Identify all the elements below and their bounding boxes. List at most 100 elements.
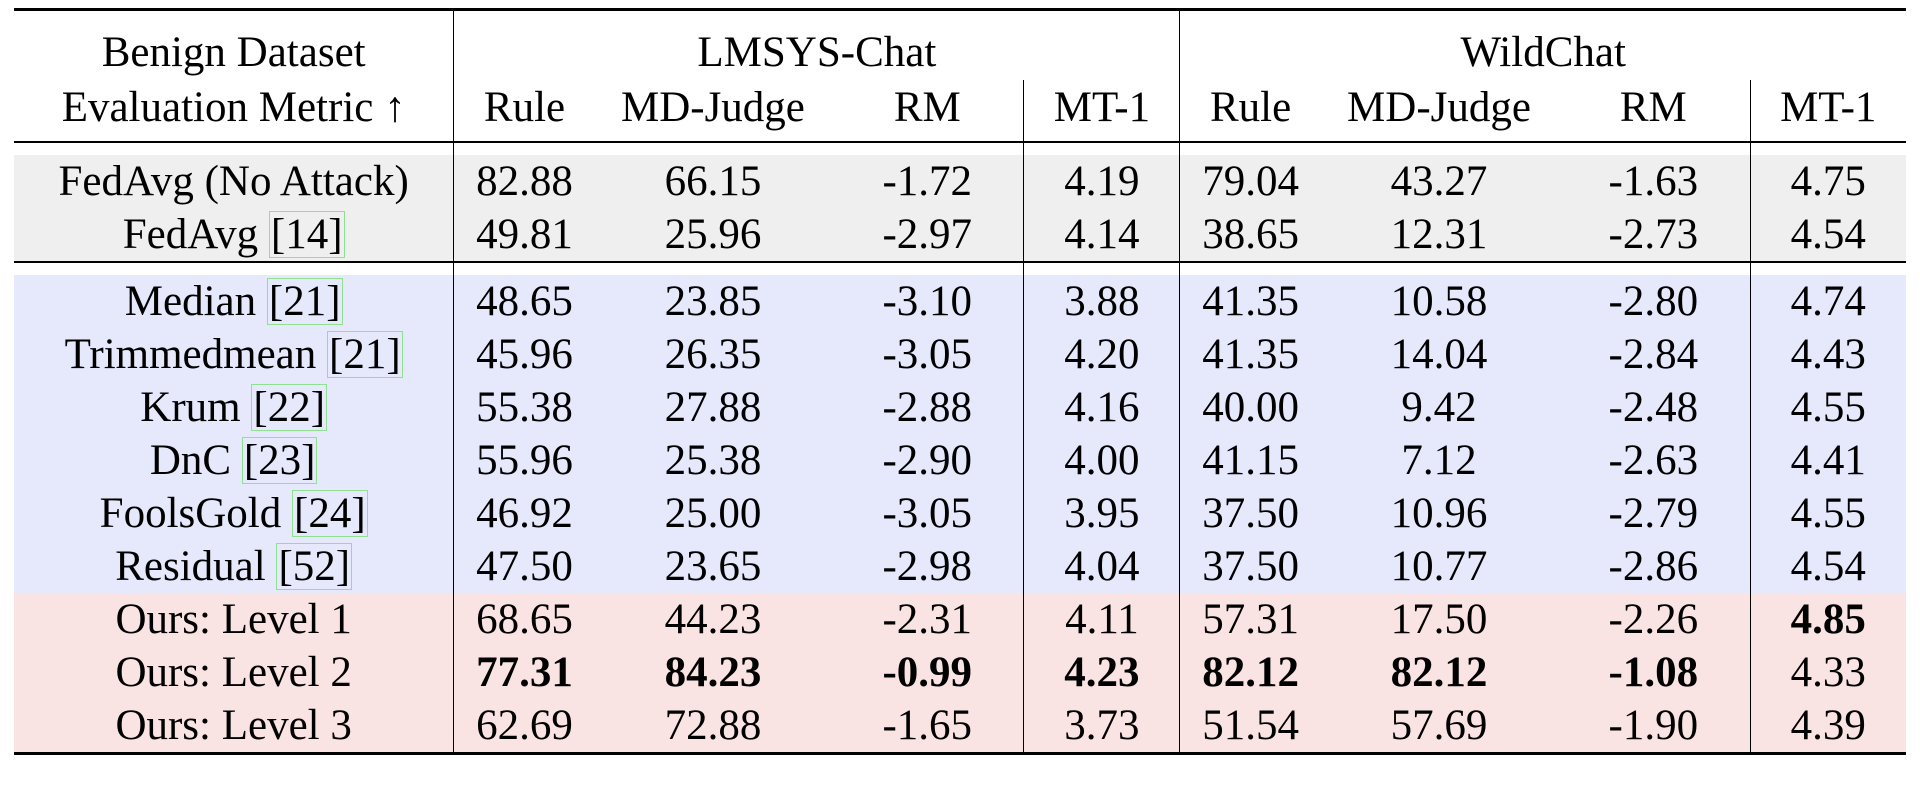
metric-value: 4.54 [1749,208,1906,262]
header-metric-rule: Rule [453,80,595,142]
metric-value: 4.33 [1749,646,1906,699]
results-table-wrapper: Benign Dataset LMSYS-Chat WildChat Evalu… [14,8,1906,755]
metric-value: 4.16 [1023,381,1180,434]
table-body: FedAvg (No Attack) 82.88 66.15 -1.72 4.19 79.… [14,141,1906,755]
metric-value: 41.35 [1179,328,1321,381]
metric-value: 37.50 [1179,540,1321,593]
method-name: FoolsGold [24] [14,487,454,540]
metric-value: 38.65 [1179,208,1321,262]
metric-value: 43.27 [1320,155,1558,208]
metric-value: -2.26 [1557,593,1751,646]
metric-value: 25.96 [594,208,832,262]
metric-value: 57.31 [1179,593,1321,646]
table-row: Residual [52] 47.50 23.65 -2.98 4.04 37.50 10.… [14,540,1906,593]
citation-link[interactable]: [24] [292,490,368,537]
method-label: Trimmedmean [64,331,328,378]
method-label: Ours: Level 2 [115,649,352,696]
metric-value: 3.95 [1023,487,1180,540]
method-name: Ours: Level 3 [14,699,454,755]
metric-value: -2.31 [831,593,1024,646]
metric-value: -2.90 [831,434,1024,487]
metric-value: 4.75 [1749,155,1906,208]
metric-value: 40.00 [1179,381,1321,434]
method-name: Median [21] [14,275,454,328]
method-label: DnC [149,437,242,484]
metric-value: 4.04 [1023,540,1180,593]
metric-value: 26.35 [594,328,832,381]
table-row: Ours: Level 3 62.69 72.88 -1.65 3.73 51.54 57.… [14,699,1906,755]
metric-value: 25.38 [594,434,832,487]
citation-link[interactable]: [14] [268,211,345,258]
citation-link[interactable]: [22] [251,384,328,431]
header-row-metrics: Evaluation Metric ↑ Rule MD-Judge RM MT-… [14,80,1906,142]
results-table: Benign Dataset LMSYS-Chat WildChat Evalu… [14,8,1906,755]
metric-value: 41.15 [1179,434,1321,487]
citation-link[interactable]: [23] [241,437,318,484]
table-row: DnC [23] 55.96 25.38 -2.90 4.00 41.15 7.12 -2.6… [14,434,1906,487]
metric-value: 72.88 [594,699,832,755]
method-name: FedAvg [14] [14,208,454,262]
metric-value: 4.54 [1749,540,1906,593]
metric-value: -3.05 [831,487,1024,540]
metric-value: 7.12 [1320,434,1558,487]
header-metric-mt1: MT-1 [1749,80,1906,142]
metric-value: 48.65 [453,275,595,328]
metric-value: 4.00 [1023,434,1180,487]
metric-value: 10.58 [1320,275,1558,328]
metric-value: -1.63 [1557,155,1751,208]
table-row: FedAvg (No Attack) 82.88 66.15 -1.72 4.19 79.… [14,155,1906,208]
method-name: Ours: Level 2 [14,646,454,699]
method-name: Ours: Level 1 [14,593,454,646]
table-row: Ours: Level 1 68.65 44.23 -2.31 4.11 57.31 17.… [14,593,1906,646]
group-separator [14,261,1906,275]
method-label: Residual [115,543,277,590]
header-metric-rm: RM [893,84,961,131]
metric-value: -2.79 [1557,487,1751,540]
metric-value: 27.88 [594,381,832,434]
metric-value: -2.98 [831,540,1024,593]
method-name: DnC [23] [14,434,454,487]
metric-value: 55.38 [453,381,595,434]
citation-link[interactable]: [21] [327,331,403,378]
metric-value: 45.96 [453,328,595,381]
metric-value: 4.20 [1023,328,1180,381]
metric-value: 44.23 [594,593,832,646]
metric-value: 23.65 [594,540,832,593]
metric-value: 68.65 [453,593,595,646]
metric-value: 25.00 [594,487,832,540]
table-row: Trimmedmean [21] 45.96 26.35 -3.05 4.20 41.35… [14,328,1906,381]
metric-value: 41.35 [1179,275,1321,328]
metric-value: 17.50 [1320,593,1558,646]
metric-value: -2.73 [1557,208,1751,262]
method-name: Krum [22] [14,381,454,434]
metric-value: -2.48 [1557,381,1751,434]
metric-value: 3.88 [1023,275,1180,328]
metric-value: 14.04 [1320,328,1558,381]
metric-value: 51.54 [1179,699,1321,755]
metric-value: 10.77 [1320,540,1558,593]
metric-value: -2.84 [1557,328,1751,381]
citation-link[interactable]: [52] [276,543,353,590]
metric-value: 46.92 [453,487,595,540]
metric-value: 4.43 [1749,328,1906,381]
metric-value: -2.86 [1557,540,1751,593]
metric-value: 37.50 [1179,487,1321,540]
metric-value: 9.42 [1320,381,1558,434]
metric-value: 12.31 [1320,208,1558,262]
metric-value: 66.15 [594,155,832,208]
metric-value: -1.72 [831,155,1024,208]
method-label: Ours: Level 1 [115,596,352,643]
metric-value: 79.04 [1179,155,1321,208]
table-row: Ours: Level 2 77.31 84.23 -0.99 4.23 82.12 82.… [14,646,1906,699]
metric-value: 10.96 [1320,487,1558,540]
metric-value: -1.65 [831,699,1024,755]
metric-value: 23.85 [594,275,832,328]
table-row: FedAvg [14] 49.81 25.96 -2.97 4.14 38.65 12.31… [14,208,1906,262]
header-metric-md-judge: MD-Judge [620,84,805,131]
method-label: FedAvg (No Attack) [58,158,409,205]
metric-value: 4.55 [1749,381,1906,434]
citation-link[interactable]: [21] [266,278,343,325]
method-label: Ours: Level 3 [115,702,352,749]
metric-value: 4.14 [1023,208,1180,262]
header-dataset-lmsys: LMSYS-Chat [453,8,1180,80]
